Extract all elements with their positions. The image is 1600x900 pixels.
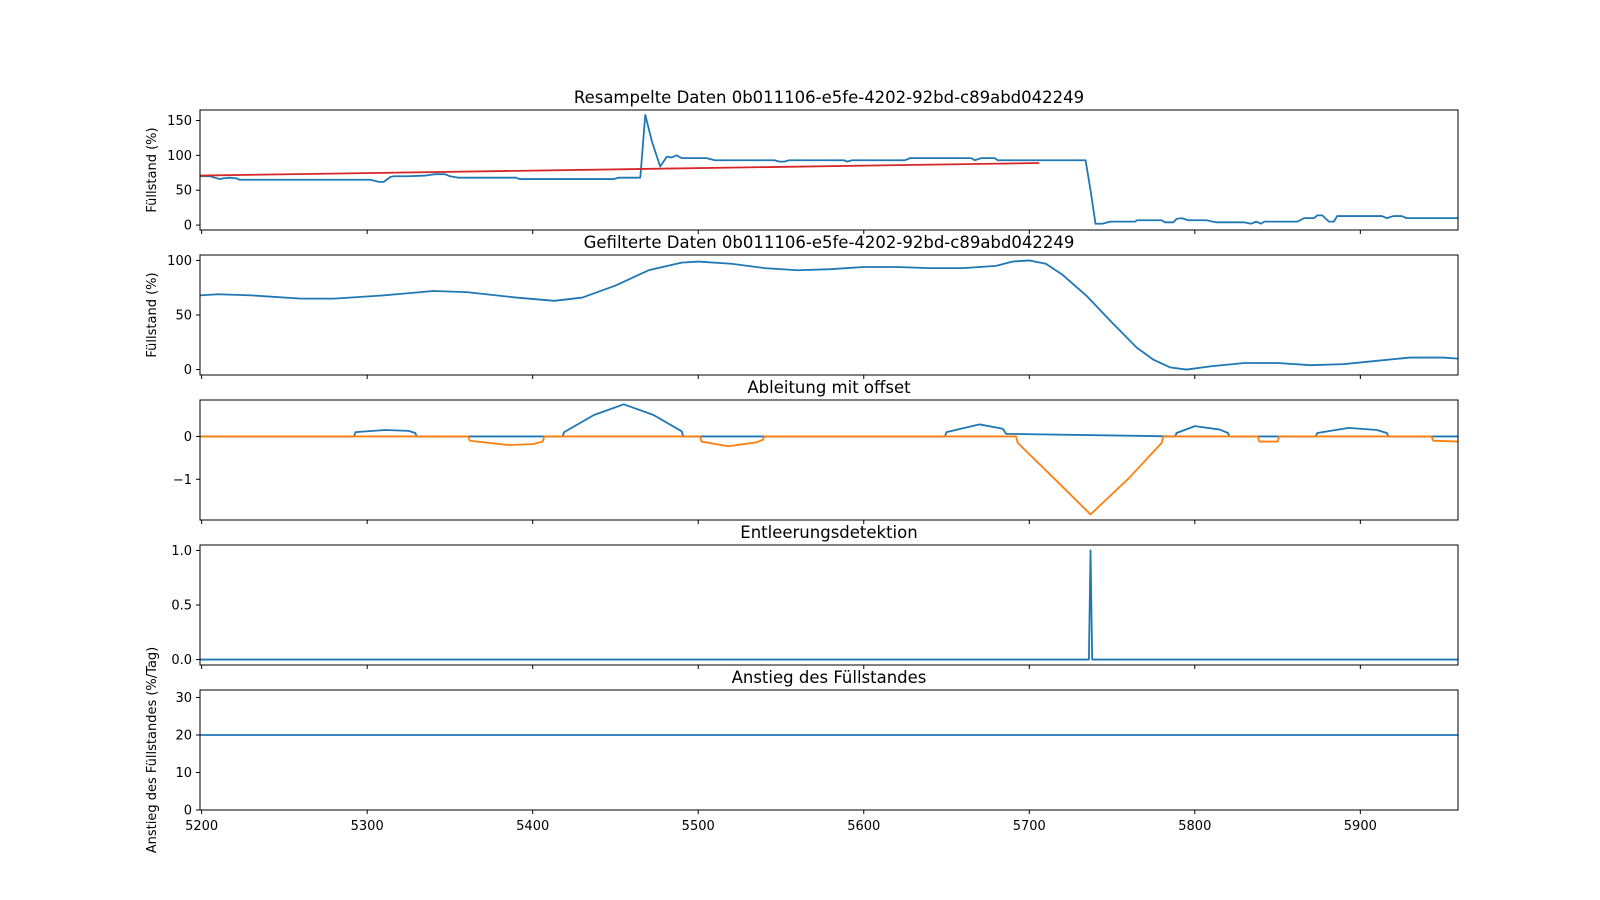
axes-frame [199, 689, 1459, 811]
subplot-4: 0.0 0.5 1.0 Entleerungsdetektion [171, 523, 1459, 669]
series-line-1 [200, 259, 1458, 371]
x-tick-label: 5900 [1344, 819, 1377, 834]
series-line-1 [200, 549, 1458, 661]
y-tick-label: 50 [175, 309, 192, 324]
y-tick-label: 0 [184, 363, 192, 378]
series-line-2 [200, 162, 1040, 177]
subplot-1: 0 50 100 150 Resampelte Daten 0b011106-e5fe-… [145, 88, 1459, 234]
y-axis-label: Anstieg des Füllstandes (%/Tag) [145, 647, 160, 854]
y-tick-label: 1.0 [171, 544, 192, 559]
y-tick-label: 0.5 [171, 599, 192, 614]
subplot-title: Entleerungsdetektion [740, 523, 917, 542]
y-axis-label: Füllstand (%) [145, 272, 160, 357]
series-line-1 [200, 403, 1458, 438]
x-tick-label: 5200 [185, 819, 218, 834]
x-tick-label: 5300 [351, 819, 384, 834]
y-tick-label: 100 [167, 254, 192, 269]
y-tick-label: 50 [175, 184, 192, 199]
y-tick-label: 0 [184, 430, 192, 445]
subplot-title: Resampelte Daten 0b011106-e5fe-4202-92bd… [574, 88, 1084, 107]
y-tick-label: 30 [175, 691, 192, 706]
y-tick-label: −1 [173, 473, 192, 488]
axes-frame [199, 109, 1459, 231]
y-axis-label: Füllstand (%) [145, 127, 160, 212]
subplot-3: −1 0 Ableitung mit offset [173, 378, 1459, 524]
y-tick-label: 0 [184, 219, 192, 234]
y-tick-label: 150 [167, 114, 192, 129]
y-tick-label: 10 [175, 766, 192, 781]
x-tick-label: 5700 [1013, 819, 1046, 834]
series-line-2 [200, 435, 1458, 516]
x-tick-label: 5400 [516, 819, 549, 834]
x-tick-label: 5800 [1178, 819, 1211, 834]
axes-frame [199, 399, 1459, 521]
y-tick-label: 0 [184, 804, 192, 819]
subplot-title: Anstieg des Füllstandes [732, 668, 927, 687]
subplot-2: 0 50 100 Gefilterte Daten 0b011106-e5fe-420… [145, 233, 1459, 379]
x-tick-label: 5600 [847, 819, 880, 834]
subplot-5: 0 10 20 30 5200 5300 5400 5500 5600 5700 5800 5900 A… [145, 647, 1459, 854]
y-tick-label: 100 [167, 149, 192, 164]
y-tick-label: 0.0 [171, 653, 192, 668]
x-tick-label: 5500 [682, 819, 715, 834]
subplot-title: Gefilterte Daten 0b011106-e5fe-4202-92bd… [584, 233, 1075, 252]
y-tick-label: 20 [175, 729, 192, 744]
series-line-1 [200, 113, 1458, 225]
subplot-title: Ableitung mit offset [747, 378, 911, 397]
